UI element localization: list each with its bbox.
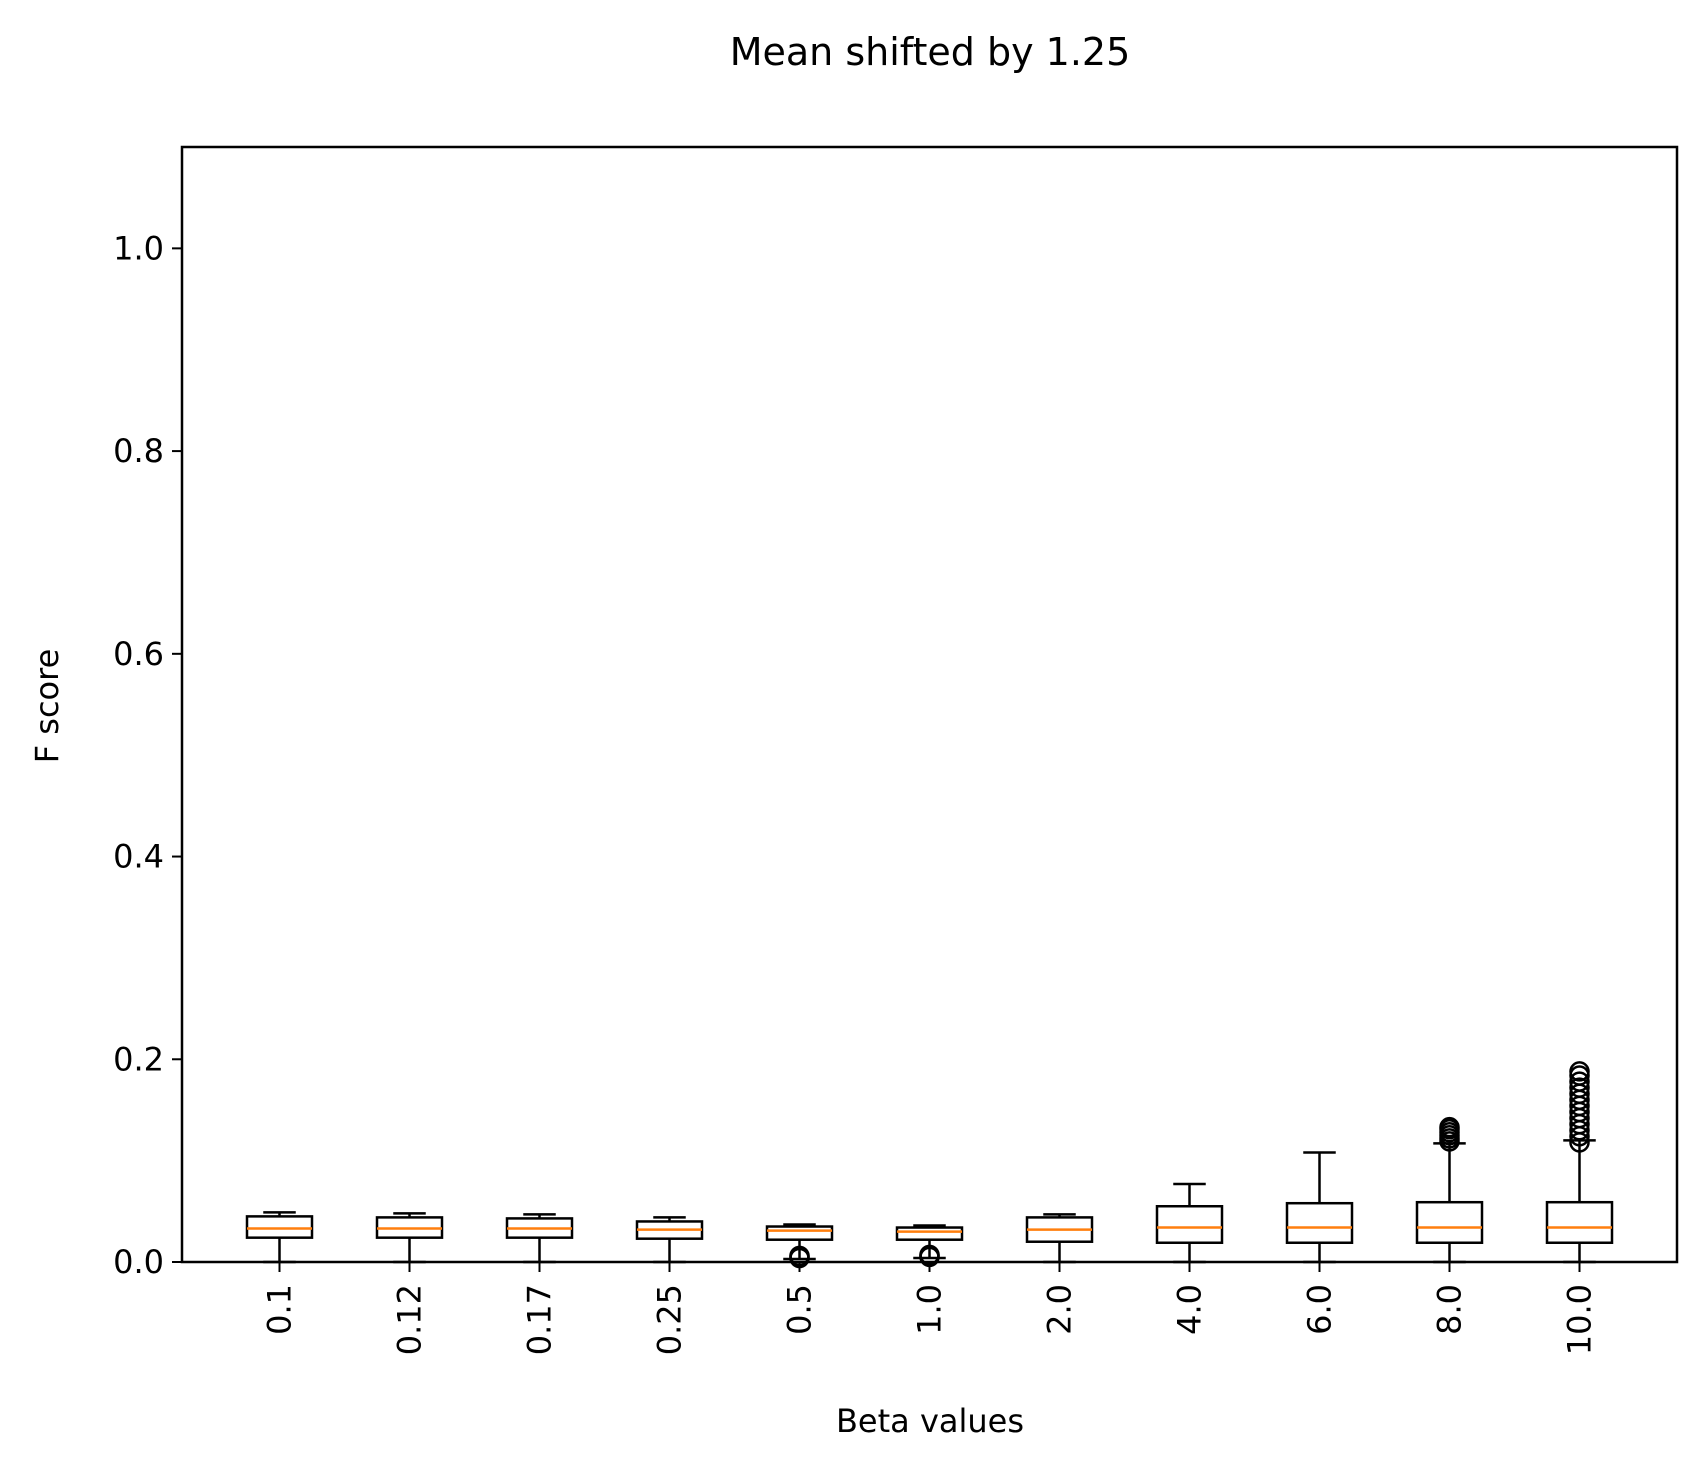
x-tick-label: 0.12: [391, 1284, 429, 1355]
y-axis-label: F score: [28, 649, 66, 764]
box-body: [895, 1226, 964, 1241]
y-tick-label: 0.4: [113, 838, 164, 876]
x-tick-label: 0.25: [651, 1284, 689, 1355]
box-body: [765, 1225, 834, 1241]
x-tick-label: 6.0: [1301, 1284, 1339, 1335]
outlier-point: [1439, 1116, 1460, 1138]
box-0.1: [245, 1211, 314, 1264]
x-tick-label: 0.1: [261, 1284, 299, 1335]
x-tick-label: 2.0: [1041, 1284, 1079, 1335]
y-tick-label: 0.2: [113, 1040, 164, 1078]
x-axis-label: Beta values: [836, 1402, 1024, 1440]
x-tick-label: 10.0: [1561, 1284, 1599, 1355]
plot-frame: [180, 145, 1679, 1264]
box-0.5: [765, 1223, 834, 1269]
outlier-point: [1569, 1071, 1590, 1092]
box-10.0: [1545, 1061, 1614, 1264]
x-tick-label: 0.17: [521, 1284, 559, 1355]
box-2.0: [1025, 1213, 1094, 1264]
outlier-point: [1569, 1077, 1590, 1098]
box-body: [245, 1215, 314, 1239]
box-body: [1155, 1205, 1224, 1244]
box-8.0: [1415, 1116, 1484, 1264]
chart-title: Mean shifted by 1.25: [730, 30, 1131, 74]
x-tick-label: 0.5: [781, 1284, 819, 1335]
box-1.0: [895, 1224, 964, 1268]
box-0.17: [505, 1213, 574, 1264]
box-0.25: [635, 1216, 704, 1264]
box-body: [1415, 1200, 1484, 1244]
box-body: [1545, 1200, 1614, 1244]
x-tick-label: 1.0: [911, 1284, 949, 1335]
y-tick-label: 0.0: [113, 1243, 164, 1281]
y-tick-label: 0.8: [113, 432, 164, 470]
y-tick-label: 0.6: [113, 635, 164, 673]
box-body: [1285, 1201, 1354, 1244]
box-group: [245, 1061, 1614, 1269]
box-0.12: [375, 1212, 444, 1264]
y-axis: 0.0 0.2 0.4 0.6 0.8 1.0: [113, 229, 182, 1281]
box-4.0: [1155, 1182, 1224, 1264]
y-tick-label: 1.0: [113, 229, 164, 267]
box-6.0: [1285, 1151, 1354, 1264]
x-axis: 0.1 0.12 0.17 0.25 0.5 1.0 2.0 4.0 6.0 8.0 10.0: [261, 1262, 1599, 1355]
x-tick-label: 4.0: [1171, 1284, 1209, 1335]
x-tick-label: 8.0: [1431, 1284, 1469, 1335]
outlier-point: [1569, 1061, 1590, 1082]
